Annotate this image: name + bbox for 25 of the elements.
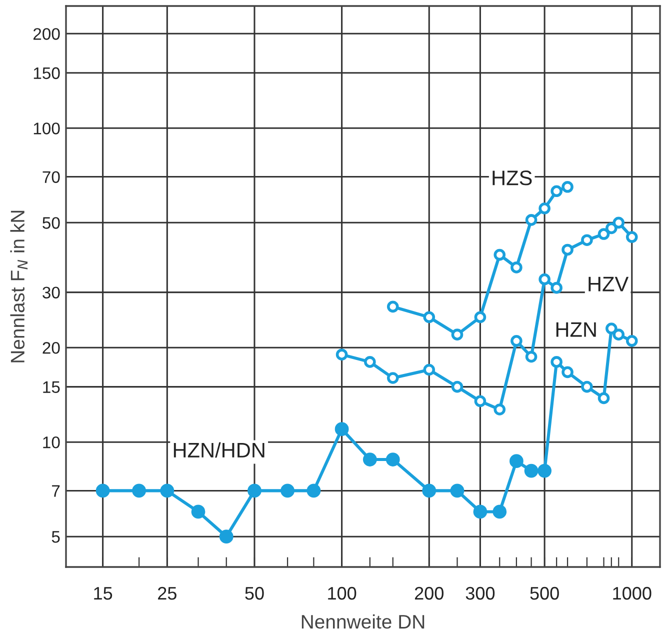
y-tick-label: 30 — [42, 286, 60, 299]
y-tick-label: 50 — [42, 217, 60, 229]
x-tick-label: 1000 — [613, 586, 652, 600]
x-tick-label: 200 — [414, 586, 444, 600]
series-label: HZN/HDN — [174, 442, 264, 458]
y-tick-label: 7 — [52, 485, 60, 497]
y-tick-label: 70 — [42, 171, 60, 183]
y-tick-label: 20 — [42, 342, 60, 354]
x-tick-label: 25 — [158, 586, 176, 600]
x-tick-label: 500 — [530, 586, 559, 600]
y-tick-label: 150 — [34, 67, 60, 80]
x-tick-label: 50 — [245, 586, 264, 600]
x-tick-label: 15 — [94, 587, 112, 600]
y-tick-label: 200 — [33, 28, 60, 40]
y-tick-label: 10 — [43, 436, 60, 448]
x-tick-label: 300 — [466, 586, 495, 600]
series-label: HZS — [492, 170, 532, 186]
series-label: HZN — [556, 322, 596, 337]
series-label: HZV — [588, 276, 629, 292]
y-tick-label: 5 — [52, 531, 60, 543]
x-axis-title: Nennweite DN — [302, 614, 424, 629]
y-tick-label: 100 — [34, 122, 60, 134]
y-axis-title: Nennlast F$_{N}$ in kN — [10, 210, 28, 362]
x-tick-label: 100 — [328, 586, 356, 600]
y-tick-label: 15 — [43, 381, 60, 394]
